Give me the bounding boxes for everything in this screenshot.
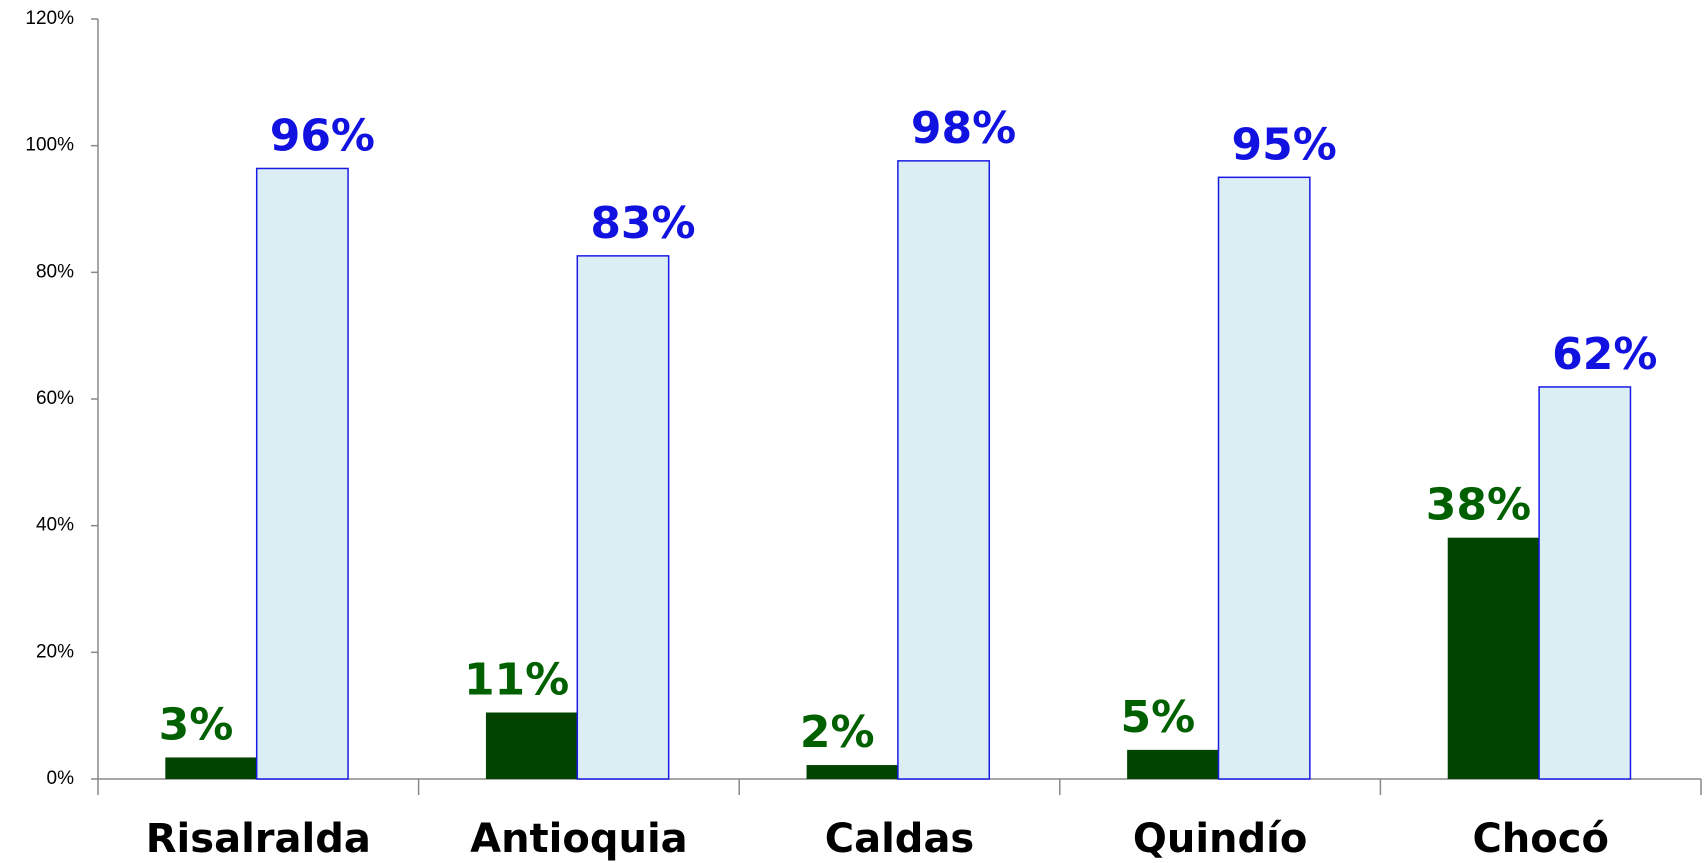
x-tick-label: Quindío [1133, 816, 1308, 862]
y-tick-label: 40% [36, 515, 74, 536]
bar [1538, 386, 1632, 780]
data-label: 5% [1120, 692, 1195, 743]
x-tick-label: Chocó [1472, 816, 1609, 862]
y-tick-label: 60% [36, 388, 74, 409]
bar [485, 712, 578, 779]
y-tick-label: 100% [25, 135, 74, 156]
data-label: 62% [1552, 329, 1657, 380]
y-tick-label: 80% [36, 261, 74, 282]
data-label: 83% [590, 198, 695, 249]
bar [1217, 176, 1311, 780]
y-tick-label: 120% [25, 8, 74, 29]
data-label: 98% [911, 103, 1016, 154]
y-tick-label: 0% [47, 768, 75, 789]
data-label: 3% [159, 699, 234, 750]
data-label: 96% [270, 110, 375, 161]
data-label: 2% [800, 707, 875, 758]
bar [1127, 749, 1219, 779]
bar [1447, 537, 1540, 779]
bar [897, 160, 991, 780]
bar [165, 757, 257, 779]
bar [806, 765, 898, 779]
bar [255, 167, 349, 780]
y-tick-label: 20% [36, 641, 74, 662]
x-tick-label: Antioquia [470, 816, 688, 862]
x-tick-label: Caldas [825, 816, 975, 862]
data-label: 11% [464, 655, 569, 706]
bar [576, 255, 670, 780]
data-label: 38% [1426, 480, 1531, 531]
x-tick-label: Risalralda [146, 816, 371, 862]
data-label: 95% [1232, 119, 1337, 170]
